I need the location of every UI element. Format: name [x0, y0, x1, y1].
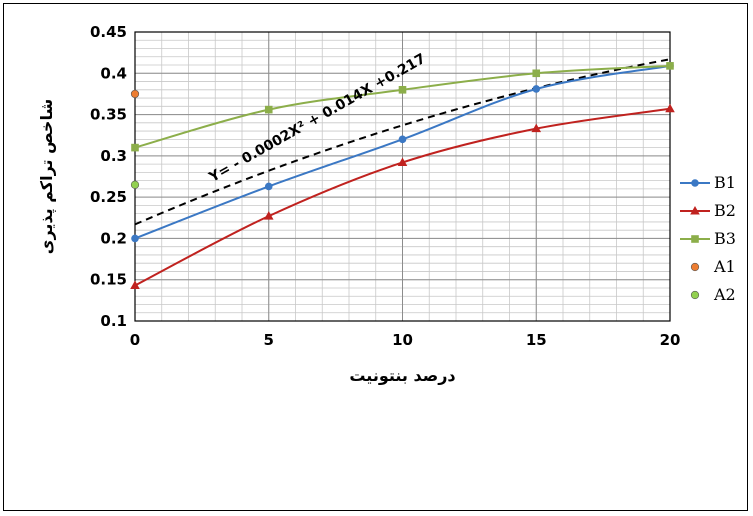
y-tick-label: 0.25: [90, 188, 127, 206]
series-b3: [131, 62, 674, 152]
y-tick-label: 0.15: [90, 271, 127, 289]
series-b2: [130, 103, 675, 289]
data-point: [397, 157, 408, 166]
series-a1: [130, 89, 140, 99]
data-point: [130, 280, 140, 289]
data-point: [691, 179, 699, 187]
data-point: [130, 89, 140, 99]
y-tick-label: 0.35: [90, 106, 127, 124]
data-point: [263, 211, 274, 220]
x-tick-label: 20: [660, 331, 681, 349]
x-axis-title: درصد بنتونیت: [349, 366, 455, 385]
data-point: [264, 105, 273, 114]
x-tick-label: 0: [130, 331, 140, 349]
data-point: [532, 85, 541, 93]
x-tick-label: 10: [392, 331, 413, 349]
y-tick-label: 0.1: [100, 312, 127, 330]
y-tick-label: 0.4: [100, 64, 127, 82]
data-point: [131, 143, 139, 152]
y-axis-title: شاخص تراکم پذیری: [37, 99, 57, 254]
data-point: [691, 235, 699, 243]
y-tick-label: 0.2: [100, 229, 127, 247]
trendline: [134, 58, 671, 226]
data-point: [690, 262, 700, 272]
data-point: [131, 234, 139, 243]
legend: B1 B2 B3 A1 A2: [680, 173, 736, 304]
y-tick-label: 0.45: [90, 23, 127, 41]
legend-item-a2: A2: [690, 285, 736, 304]
tick-labels: 0 5 10 15 20 0.1 0.15 0.2 0.25 0.3 0.35 0.4 0.45: [90, 23, 680, 349]
legend-label: A2: [713, 285, 736, 304]
trendline-group: [134, 58, 671, 226]
legend-label: B3: [714, 229, 736, 248]
legend-item-a1: A1: [690, 257, 736, 276]
legend-label: A1: [713, 257, 736, 276]
legend-label: B1: [714, 173, 736, 192]
x-tick-label: 5: [264, 331, 274, 349]
series-a2: [130, 180, 140, 189]
legend-label: B2: [714, 201, 736, 220]
legend-item-b1: B1: [680, 173, 736, 192]
series-group: [130, 62, 675, 289]
y-tick-label: 0.3: [100, 147, 127, 165]
data-point: [532, 69, 541, 78]
data-point: [665, 103, 675, 113]
legend-item-b2: B2: [680, 201, 736, 220]
data-point: [666, 62, 674, 70]
data-point: [398, 86, 407, 94]
data-point: [690, 206, 700, 215]
data-point: [130, 180, 140, 189]
data-point: [398, 135, 407, 144]
data-point: [690, 290, 700, 300]
plot-border: [134, 31, 671, 322]
x-tick-label: 15: [526, 331, 547, 349]
legend-item-b3: B3: [680, 229, 736, 248]
data-point: [264, 182, 273, 191]
data-point: [531, 123, 542, 133]
